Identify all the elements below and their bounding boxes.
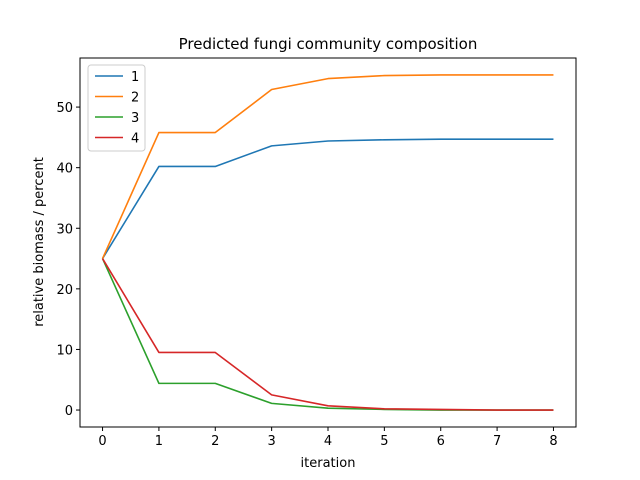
y-tick-label: 10 bbox=[56, 343, 73, 358]
x-tick-label: 7 bbox=[493, 434, 501, 449]
x-tick-label: 4 bbox=[324, 434, 332, 449]
legend-label: 3 bbox=[131, 111, 139, 126]
y-axis: 0 10 20 30 40 50 bbox=[56, 101, 80, 419]
x-tick-label: 5 bbox=[380, 434, 388, 449]
series-line-4 bbox=[101, 258, 554, 411]
y-tick-label: 30 bbox=[56, 222, 73, 237]
x-tick-label: 3 bbox=[267, 434, 275, 449]
series-line-3 bbox=[101, 258, 554, 411]
x-tick-label: 6 bbox=[437, 434, 445, 449]
x-axis: 0 1 2 3 4 5 6 7 8 bbox=[98, 427, 558, 449]
x-tick-label: 0 bbox=[98, 434, 106, 449]
series-line-1 bbox=[101, 138, 554, 259]
x-tick-label: 2 bbox=[211, 434, 219, 449]
y-axis-label: relative biomass / percent bbox=[32, 157, 47, 327]
y-tick-label: 50 bbox=[56, 101, 73, 116]
y-tick-label: 20 bbox=[56, 283, 73, 298]
x-axis-label: iteration bbox=[301, 456, 356, 471]
series-lines bbox=[101, 74, 554, 411]
legend-box bbox=[87, 64, 146, 152]
legend-label: 1 bbox=[131, 70, 139, 85]
legend-label: 4 bbox=[131, 132, 139, 147]
x-tick-label: 8 bbox=[549, 434, 557, 449]
x-tick-label: 1 bbox=[155, 434, 163, 449]
chart-title: Predicted fungi community composition bbox=[179, 35, 478, 53]
y-tick-label: 0 bbox=[65, 404, 73, 419]
y-tick-label: 40 bbox=[56, 162, 73, 177]
legend: 1 2 3 4 bbox=[87, 64, 146, 152]
legend-label: 2 bbox=[131, 91, 139, 106]
series-line-2 bbox=[101, 74, 554, 259]
